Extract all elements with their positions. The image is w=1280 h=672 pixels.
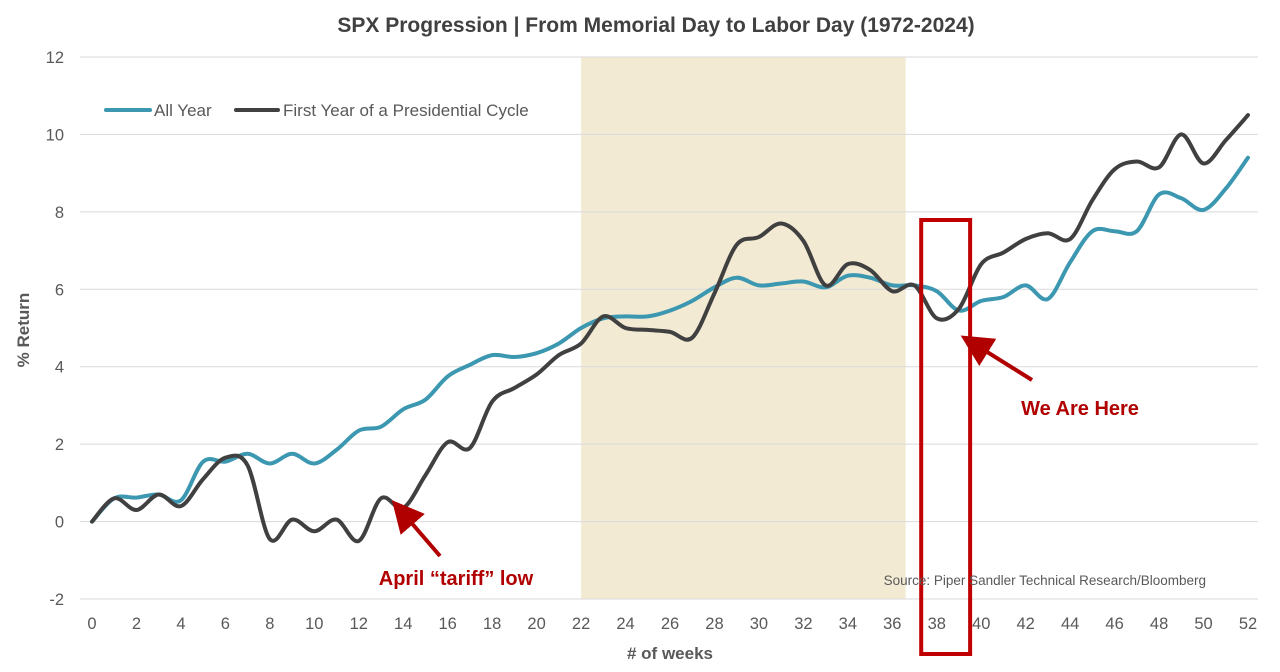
x-tick-label: 48 xyxy=(1150,615,1168,633)
x-tick-label: 4 xyxy=(176,615,185,633)
x-tick-label: 28 xyxy=(705,615,723,633)
legend-label-all-year: All Year xyxy=(154,101,212,120)
y-tick-label: 10 xyxy=(46,126,64,144)
x-tick-label: 36 xyxy=(883,615,901,633)
y-tick-label: 12 xyxy=(46,49,64,67)
x-axis-tick-labels: 0 2 4 6 8 10 12 14 16 18 20 22 24 26 28 30 32 34 36 38 40 42 4… xyxy=(87,615,1257,633)
x-tick-label: 8 xyxy=(265,615,274,633)
tariff-low-arrow xyxy=(391,500,442,558)
tariff-low-annotation: April “tariff” low xyxy=(379,568,534,590)
y-tick-label: 6 xyxy=(55,281,64,299)
legend: All Year First Year of a Presidential Cy… xyxy=(104,101,529,120)
y-tick-label: 8 xyxy=(55,204,64,222)
series-line-all-year xyxy=(90,155,1250,524)
x-tick-label: 14 xyxy=(394,615,412,633)
x-tick-label: 40 xyxy=(972,615,990,633)
x-axis-title: # of weeks xyxy=(627,644,713,663)
x-tick-label: 26 xyxy=(661,615,679,633)
x-tick-label: 16 xyxy=(439,615,457,633)
source-note: Source: Piper Sandler Technical Research… xyxy=(884,573,1206,588)
y-tick-label: 4 xyxy=(55,359,64,377)
x-tick-label: 44 xyxy=(1061,615,1079,633)
y-tick-label: 2 xyxy=(55,436,64,454)
we-are-here-arrow xyxy=(960,335,1034,382)
x-tick-label: 2 xyxy=(132,615,141,633)
x-tick-label: 34 xyxy=(839,615,857,633)
x-tick-label: 42 xyxy=(1017,615,1035,633)
chart-title: SPX Progression | From Memorial Day to L… xyxy=(337,14,974,37)
series-line-first-year-presidential xyxy=(90,113,1250,544)
x-tick-label: 20 xyxy=(527,615,545,633)
we-are-here-highlight-box xyxy=(919,218,973,656)
x-tick-label: 30 xyxy=(750,615,768,633)
x-tick-label: 24 xyxy=(616,615,634,633)
x-tick-label: 22 xyxy=(572,615,590,633)
y-axis-tick-labels: -2 0 2 4 6 8 10 12 xyxy=(46,49,64,609)
x-tick-label: 32 xyxy=(794,615,812,633)
x-tick-label: 0 xyxy=(87,615,96,633)
y-tick-label: -2 xyxy=(49,591,64,609)
horizontal-gridlines xyxy=(80,56,1258,600)
x-tick-label: 46 xyxy=(1105,615,1123,633)
x-tick-label: 38 xyxy=(928,615,946,633)
x-tick-label: 50 xyxy=(1194,615,1212,633)
we-are-here-annotation: We Are Here xyxy=(1021,398,1139,420)
y-tick-label: 0 xyxy=(55,514,64,532)
x-tick-label: 18 xyxy=(483,615,501,633)
x-tick-label: 6 xyxy=(221,615,230,633)
x-tick-label: 10 xyxy=(305,615,323,633)
x-tick-label: 52 xyxy=(1239,615,1257,633)
legend-label-first-year: First Year of a Presidential Cycle xyxy=(283,101,529,120)
y-axis-title: % Return xyxy=(14,293,33,368)
data-series xyxy=(90,113,1250,544)
x-tick-label: 12 xyxy=(350,615,368,633)
